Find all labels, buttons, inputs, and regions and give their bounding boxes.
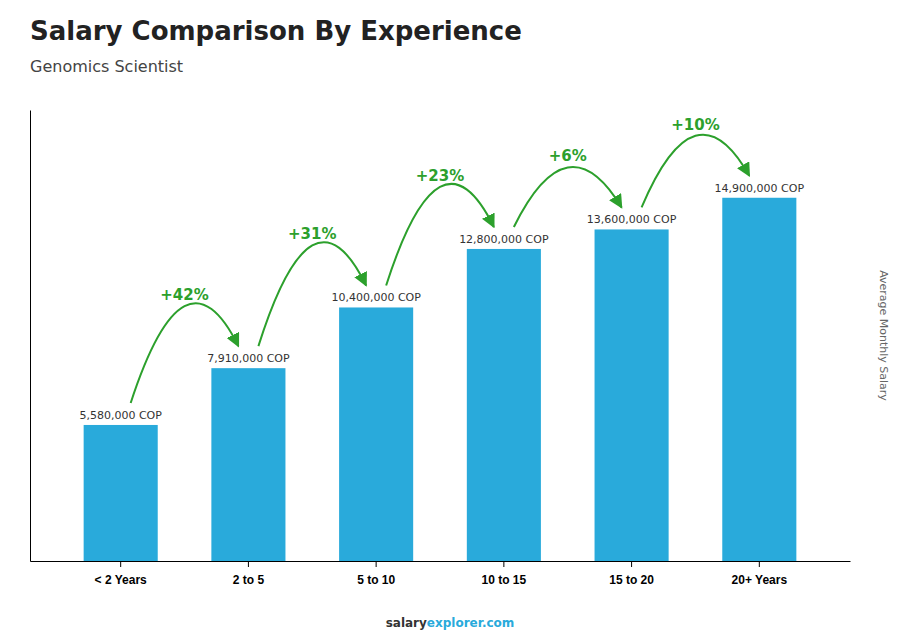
x-tick: < 2 Years	[95, 561, 147, 587]
y-axis-line	[30, 111, 31, 562]
arrow	[131, 303, 239, 403]
arrow	[386, 184, 494, 286]
data-label: 5,580,000 COP	[79, 409, 162, 422]
data-labels: 5,580,000 COP 7,910,000 COP 10,400,000 COP…	[79, 182, 804, 422]
x-axis: < 2 Years 2 to 5 5 to 10 10 to 15 15 to 20 20…	[31, 561, 851, 587]
chart: Salary Comparison By Experience Genomics …	[0, 0, 900, 641]
bar	[339, 307, 413, 561]
annotation: +23%	[416, 167, 464, 185]
bar	[467, 249, 541, 561]
data-label: 10,400,000 COP	[331, 291, 421, 304]
annotation: +6%	[549, 147, 587, 165]
data-label: 12,800,000 COP	[459, 233, 549, 246]
annotation: +31%	[288, 225, 336, 243]
bar	[84, 425, 158, 561]
y-axis	[30, 111, 31, 562]
footer: salaryexplorer.com	[386, 616, 515, 630]
x-tick: 2 to 5	[233, 561, 265, 587]
x-tick-mark	[759, 561, 760, 567]
x-tick-mark	[503, 561, 504, 567]
bar	[595, 229, 669, 561]
y-axis-title: Average Monthly Salary	[877, 270, 890, 401]
x-tick-label: 15 to 20	[609, 573, 654, 587]
x-tick-label: 10 to 15	[482, 573, 527, 587]
x-tick: 5 to 10	[357, 561, 395, 587]
bars	[84, 198, 797, 561]
arrow	[642, 135, 750, 208]
x-tick: 10 to 15	[482, 561, 527, 587]
arrow	[514, 167, 622, 227]
data-label: 14,900,000 COP	[715, 182, 805, 195]
x-axis-line	[31, 561, 851, 562]
x-tick-mark	[248, 561, 249, 567]
title: Salary Comparison By Experience	[30, 16, 522, 46]
x-tick: 20+ Years	[732, 561, 788, 587]
bar	[211, 368, 285, 561]
arrow	[258, 242, 366, 346]
bar	[722, 198, 796, 561]
x-tick: 15 to 20	[609, 561, 654, 587]
x-tick-mark	[120, 561, 121, 567]
subtitle: Genomics Scientist	[30, 57, 183, 76]
footer-part: explorer.com	[427, 616, 515, 630]
data-label: 7,910,000 COP	[207, 352, 290, 365]
annotation: +10%	[671, 116, 719, 134]
annotation: +42%	[160, 286, 208, 304]
annotations: +42% +31% +23% +6% +10%	[131, 116, 750, 403]
data-label: 13,600,000 COP	[587, 213, 677, 226]
x-tick-label: 20+ Years	[732, 573, 788, 587]
x-tick-label: 2 to 5	[233, 573, 265, 587]
x-tick-mark	[376, 561, 377, 567]
footer-part: salary	[386, 616, 427, 630]
x-tick-label: < 2 Years	[95, 573, 147, 587]
plot: < 2 Years 2 to 5 5 to 10 10 to 15 15 to 20 20…	[31, 111, 851, 588]
x-tick-label: 5 to 10	[357, 573, 395, 587]
x-tick-mark	[631, 561, 632, 567]
